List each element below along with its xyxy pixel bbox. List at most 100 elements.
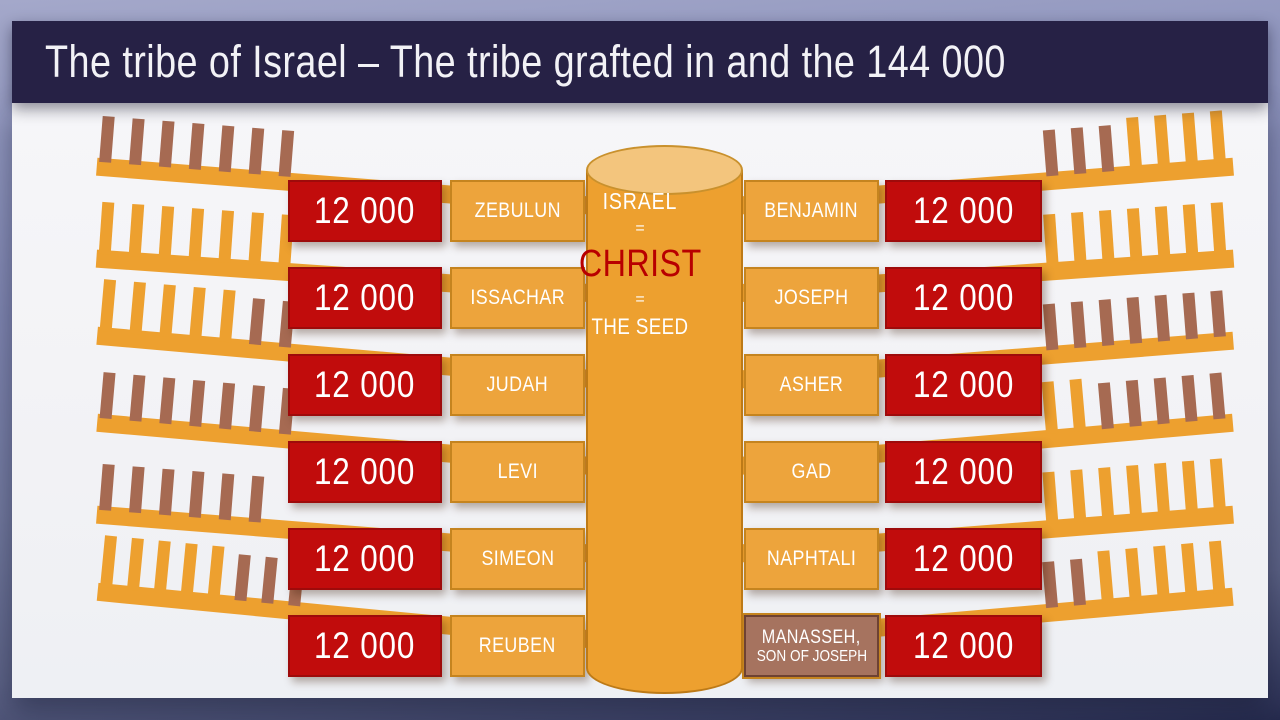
broken-twig: [1042, 561, 1059, 609]
broken-twig: [278, 130, 295, 177]
count-box-naphtali: 12 000: [885, 528, 1042, 590]
count-label: 12 000: [314, 538, 416, 579]
title-bar: The tribe of Israel – The tribe grafted …: [12, 21, 1268, 103]
grafted-twig: [1098, 467, 1115, 520]
count-box-zebulun: 12 000: [288, 180, 442, 242]
count-label: 12 000: [912, 625, 1015, 666]
grafted-twig: [1069, 378, 1086, 432]
tribe-label: SIMEON: [481, 547, 554, 570]
broken-twig: [248, 127, 265, 175]
grafted-twig: [1209, 110, 1226, 164]
count-label: 12 000: [912, 538, 1015, 579]
count-box-reuben: 12 000: [288, 615, 442, 677]
broken-twig: [1153, 377, 1170, 425]
grafted-twig: [1126, 464, 1143, 518]
count-label: 12 000: [314, 277, 416, 318]
grafted-twig: [1070, 469, 1087, 523]
trunk-equals: =: [635, 220, 645, 237]
grafted-twig: [1153, 545, 1170, 599]
grafted-twig: [1181, 112, 1198, 166]
count-label: 12 000: [314, 625, 416, 666]
tribe-label: JOSEPH: [774, 286, 849, 309]
count-label: 12 000: [314, 364, 416, 405]
grafted-twig: [1097, 550, 1114, 604]
tribe-box-benjamin: BENJAMIN: [744, 180, 879, 242]
grafted-twig: [1181, 460, 1198, 514]
tribe-label: LEVI: [497, 460, 538, 483]
tribe-sublabel: SON OF JOSEPH: [756, 647, 867, 665]
trunk-line-the-seed: THE SEED: [591, 314, 689, 339]
count-box-asher: 12 000: [885, 354, 1042, 416]
tribe-label: NAPHTALI: [766, 547, 857, 570]
tribe-label: ASHER: [779, 373, 844, 396]
grafted-twig: [180, 543, 198, 596]
trunk: [586, 170, 743, 694]
grafted-twig: [153, 540, 171, 594]
count-label: 12 000: [912, 277, 1015, 318]
broken-twig: [129, 466, 145, 514]
broken-twig: [129, 118, 145, 166]
count-box-simeon: 12 000: [288, 528, 442, 590]
broken-twig: [99, 372, 116, 419]
trunk-line-christ: CHRIST: [578, 243, 702, 285]
grafted-twig: [1154, 462, 1171, 516]
tribe-box-issachar: ISSACHAR: [450, 267, 585, 329]
count-label: 12 000: [912, 364, 1015, 405]
tribe-label: JUDAH: [486, 373, 549, 396]
tribe-label: MANASSEH,: [762, 626, 861, 648]
grafted-twig: [100, 535, 117, 589]
broken-twig: [1098, 125, 1115, 172]
broken-twig: [218, 125, 235, 173]
grafted-twig: [126, 537, 144, 591]
tribe-box-joseph: JOSEPH: [744, 267, 879, 329]
trunk-text: ISRAEL = CHRIST = THE SEED: [0, 188, 1280, 340]
grafted-twig: [1125, 547, 1142, 601]
tribe-box-manasseh: MANASSEH, SON OF JOSEPH: [742, 613, 881, 679]
count-box-issachar: 12 000: [288, 267, 442, 329]
broken-twig: [261, 556, 278, 604]
count-label: 12 000: [912, 451, 1015, 492]
broken-twig: [234, 554, 251, 602]
trunk-line-israel: ISRAEL: [602, 188, 678, 214]
tribe-label: BENJAMIN: [764, 199, 859, 222]
broken-twig: [159, 377, 176, 425]
grafted-twig: [1042, 471, 1059, 525]
broken-twig: [218, 473, 235, 521]
tribe-label: ZEBULUN: [474, 199, 561, 222]
broken-twig: [158, 468, 175, 516]
count-box-manasseh: 12 000: [885, 615, 1042, 677]
tribe-box-zebulun: ZEBULUN: [450, 180, 585, 242]
tribe-label: GAD: [791, 460, 832, 483]
grafted-twig: [1041, 381, 1059, 435]
tribe-label: REUBEN: [479, 634, 556, 657]
broken-twig: [1097, 382, 1114, 430]
count-box-joseph: 12 000: [885, 267, 1042, 329]
count-label: 12 000: [314, 451, 416, 492]
count-box-gad: 12 000: [885, 441, 1042, 503]
grafted-twig: [1181, 543, 1198, 596]
grafted-twig: [207, 545, 225, 599]
grafted-twig: [1208, 540, 1226, 594]
grafted-twig: [1154, 114, 1171, 168]
trunk-equals: =: [635, 291, 645, 308]
tribe-box-asher: ASHER: [744, 354, 879, 416]
broken-twig: [188, 123, 205, 170]
trunk-top-ellipse: [586, 145, 743, 195]
broken-twig: [1181, 375, 1198, 422]
broken-twig: [1125, 379, 1142, 427]
count-box-levi: 12 000: [288, 441, 442, 503]
broken-twig: [129, 374, 146, 422]
grafted-twig: [1126, 116, 1143, 170]
tribe-box-naphtali: NAPHTALI: [744, 528, 879, 590]
broken-twig: [158, 120, 175, 168]
broken-twig: [188, 471, 205, 518]
broken-twig: [1070, 558, 1086, 606]
page-title: The tribe of Israel – The tribe grafted …: [45, 36, 1006, 87]
count-box-benjamin: 12 000: [885, 180, 1042, 242]
tribe-box-reuben: REUBEN: [450, 615, 585, 677]
count-box-judah: 12 000: [288, 354, 442, 416]
broken-twig: [189, 379, 206, 427]
count-label: 12 000: [912, 190, 1015, 231]
grafted-twig: [1209, 458, 1226, 512]
